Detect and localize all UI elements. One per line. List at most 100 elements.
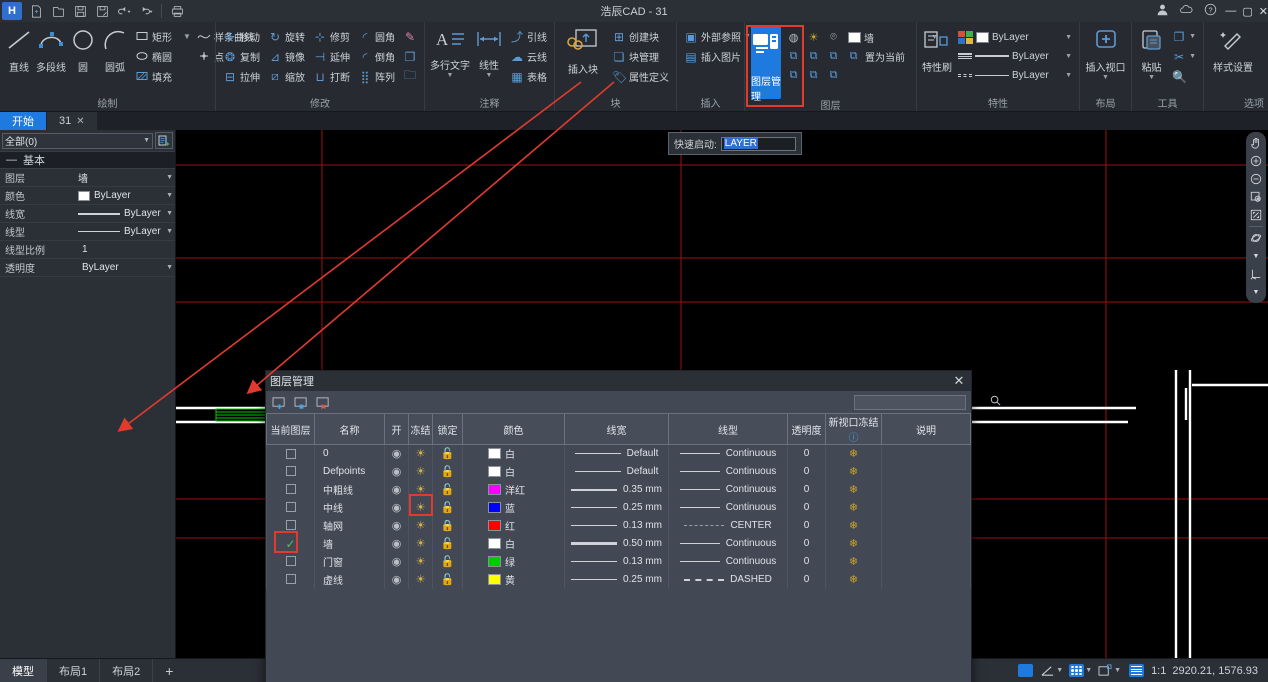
col-name[interactable]: 名称 <box>314 413 385 445</box>
layer-search-input[interactable] <box>858 396 990 408</box>
col-freeze[interactable]: 冻结 <box>408 413 433 445</box>
modify-fillet-button[interactable]: ◜ 圆角 <box>355 27 398 46</box>
draw-hatch-button[interactable]: 填充 <box>132 67 175 86</box>
chevron-down-icon[interactable]: ▼ <box>143 137 150 144</box>
current-layer-checkbox[interactable] <box>285 484 296 495</box>
user-account-icon[interactable] <box>1153 3 1171 19</box>
cell-current[interactable] <box>266 552 315 571</box>
orbit-chevron-icon[interactable]: ▼ <box>1252 252 1260 260</box>
draw-line-button[interactable]: 直线 <box>4 24 34 74</box>
layer-freeze-sun-icon[interactable]: ☀ <box>415 574 426 586</box>
style-settings-button[interactable]: 样式设置 <box>1208 24 1258 74</box>
paste-button[interactable]: 粘贴 ▼ <box>1136 24 1167 81</box>
cell-freeze[interactable]: ☀ <box>408 552 433 571</box>
draw-rectangle-button[interactable]: 矩形 <box>132 27 175 46</box>
col-current[interactable]: 当前图层 <box>266 413 315 445</box>
cell-color[interactable]: 白 <box>462 444 565 463</box>
layer-search-box[interactable] <box>854 394 1001 410</box>
chevron-down-icon[interactable]: ▼ <box>485 72 493 79</box>
cell-name[interactable]: Defpoints <box>314 462 385 481</box>
chevron-down-icon[interactable]: ▼ <box>446 72 454 79</box>
layer-manager-button[interactable]: 图层管理 <box>751 25 781 103</box>
property-value[interactable]: ByLayer ▼ <box>78 262 175 273</box>
chevron-down-icon[interactable]: ▼ <box>1056 667 1064 674</box>
annotation-revcloud-button[interactable]: ☁ 云线 <box>511 49 547 65</box>
cell-on[interactable]: ◉ <box>384 534 409 553</box>
layer-lock-icon[interactable]: 🔒 <box>440 520 455 532</box>
cell-current[interactable] <box>266 480 315 499</box>
cell-description[interactable] <box>881 534 971 553</box>
cell-name[interactable]: 虚线 <box>314 570 385 589</box>
layout-tab-layout1[interactable]: 布局1 <box>47 659 101 682</box>
cell-lineweight[interactable]: Default <box>564 462 669 481</box>
layer-freeze-icon[interactable]: ⧉ <box>809 69 818 81</box>
modify-stretch-button[interactable]: ⊟ 拉伸 <box>224 69 260 85</box>
cell-lineweight[interactable]: 0.25 mm <box>564 570 669 589</box>
cell-vpfreeze[interactable]: ❄ <box>825 534 882 553</box>
cell-lineweight[interactable]: 0.35 mm <box>564 480 669 499</box>
modify-trim-button[interactable]: ⊹ 修剪 <box>314 29 350 45</box>
cell-transparency[interactable]: 0 <box>787 444 826 463</box>
property-row-layer[interactable]: 图层 墙 ▼ <box>0 169 175 187</box>
minimize-button[interactable]: — <box>1225 5 1237 17</box>
col-lineweight[interactable]: 线宽 <box>564 413 669 445</box>
chevron-down-icon[interactable]: ▼ <box>166 192 173 199</box>
options-button[interactable]: 选项 <box>1260 24 1268 74</box>
chevron-down-icon[interactable]: ▼ <box>1065 33 1072 41</box>
cell-name[interactable]: 门窗 <box>314 552 385 571</box>
property-value[interactable]: ByLayer ▼ <box>78 208 175 219</box>
chevron-down-icon[interactable]: ▼ <box>1102 74 1109 81</box>
cell-linetype[interactable]: Continuous <box>668 534 788 553</box>
cell-current[interactable] <box>266 570 315 589</box>
current-layer-combo[interactable]: 墙 ▼ <box>845 28 941 46</box>
new-layer-frozen-button[interactable] <box>293 395 310 410</box>
cell-vpfreeze[interactable]: ❄ <box>825 480 882 499</box>
osnap-toggle[interactable]: ▼ <box>1069 664 1092 677</box>
vpfreeze-icon[interactable]: ❄ <box>848 466 859 478</box>
chevron-down-icon[interactable]: ▼ <box>1114 667 1122 674</box>
cell-transparency[interactable]: 0 <box>787 516 826 535</box>
table-row[interactable]: 0 ◉ ☀ 🔓 白 Default Continuous 0 ❄ <box>266 444 971 463</box>
cut-clip-button[interactable]: ✂ ▼ <box>1169 47 1199 66</box>
chevron-down-icon[interactable]: ▼ <box>183 32 191 41</box>
cell-on[interactable]: ◉ <box>384 570 409 589</box>
layer-freeze-sun-icon[interactable]: ☀ <box>415 484 426 496</box>
zoom-extents-icon[interactable] <box>1247 207 1265 223</box>
layer-on-eye-icon[interactable]: ◉ <box>391 466 402 478</box>
draw-spline-button[interactable]: ▼ 样条曲线 <box>177 27 257 46</box>
layer-lock-icon[interactable]: 🔓 <box>440 484 455 496</box>
property-value[interactable]: ByLayer ▼ <box>78 226 175 237</box>
modify-offset-button[interactable]: ❐ <box>400 47 420 66</box>
cell-transparency[interactable]: 0 <box>787 462 826 481</box>
cell-color[interactable]: 蓝 <box>462 498 565 517</box>
cell-lock[interactable]: 🔓 <box>432 480 463 499</box>
cell-linetype[interactable]: Continuous <box>668 480 788 499</box>
cell-on[interactable]: ◉ <box>384 480 409 499</box>
current-layer-checkbox[interactable] <box>285 556 296 567</box>
cell-lineweight[interactable]: Default <box>564 444 669 463</box>
modify-break-button[interactable]: ⊔ 打断 <box>310 67 353 86</box>
col-on[interactable]: 开 <box>384 413 409 445</box>
col-vpfreeze[interactable]: 新视口冻结 ⓘ <box>825 413 882 445</box>
modify-copy-button[interactable]: ❂ 复制 <box>224 49 260 65</box>
match-properties-button[interactable]: 特性刷 <box>921 24 953 74</box>
annotation-mtext-button[interactable]: A 多行文字 ▼ <box>430 30 471 79</box>
layer-prev-icon[interactable]: ⧉ <box>789 50 798 62</box>
col-description[interactable]: 说明 <box>881 413 971 445</box>
layer-on-icon[interactable]: ☀ <box>808 31 819 44</box>
cell-freeze[interactable]: ☀ <box>408 534 433 553</box>
delete-layer-button[interactable] <box>315 395 332 410</box>
cell-freeze[interactable]: ☀ <box>408 570 433 589</box>
current-layer-checkbox[interactable] <box>285 466 296 477</box>
vpfreeze-icon[interactable]: ❄ <box>848 556 859 568</box>
table-row[interactable]: 中线 ◉ ☀ 🔓 蓝 0.25 mm Continuous 0 ❄ <box>266 498 971 517</box>
block-manager-button[interactable]: ❏ 块管理 <box>613 49 659 65</box>
cell-linetype[interactable]: Continuous <box>668 462 788 481</box>
new-file-icon[interactable] <box>26 2 46 20</box>
layer-on-eye-icon[interactable]: ◉ <box>391 520 402 532</box>
draw-ellipse-button[interactable]: 椭圆 <box>132 47 175 66</box>
draw-polyline-button[interactable]: 多段线 <box>36 24 66 74</box>
insert-viewport-button[interactable]: 插入视口 ▼ <box>1084 24 1127 81</box>
layer-manager-dialog[interactable]: 图层管理 ✕ <box>265 370 1001 682</box>
cell-freeze[interactable]: ☀ <box>408 516 433 535</box>
